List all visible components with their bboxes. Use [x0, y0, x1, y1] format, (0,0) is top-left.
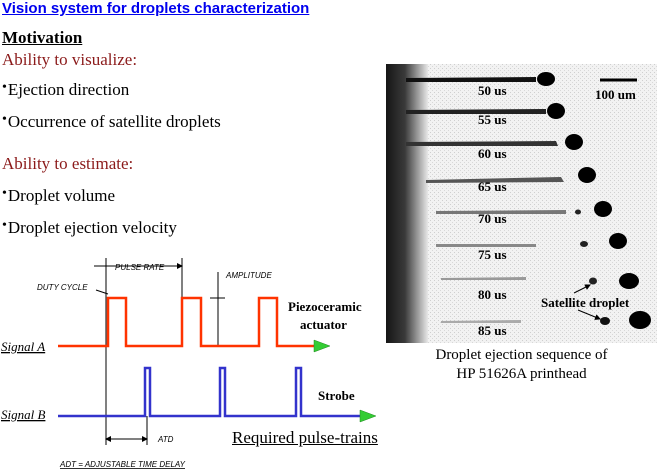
photo-caption: Droplet ejection sequence of HP 51626A p…	[386, 346, 657, 384]
bullet-icon: •	[2, 218, 7, 233]
droplet-tail	[406, 109, 546, 114]
piezo-label-line1: Piezoceramic	[288, 299, 362, 314]
pulse-rate-label: PULSE RATE	[115, 263, 165, 272]
satellite-droplet	[600, 317, 610, 325]
adt-note: ADT = ADJUSTABLE TIME DELAY	[59, 460, 186, 469]
signal-b-arrow-icon	[359, 409, 377, 423]
caption-line2: HP 51626A printhead	[456, 366, 587, 382]
bullet-text: Droplet volume	[7, 186, 116, 205]
droplet-tail	[406, 77, 536, 82]
time-label: 85 us	[478, 323, 507, 338]
droplet-photo: 100 um 50 us 55 us 60 us 65 us 70 us 75 …	[386, 64, 657, 343]
bullet-icon: •	[2, 186, 7, 201]
motivation-heading: Motivation	[2, 28, 83, 47]
droplet	[537, 72, 555, 86]
time-label: 65 us	[478, 179, 507, 194]
scale-label: 100 um	[595, 87, 636, 102]
bullet-ejection-velocity: •Droplet ejection velocity	[2, 218, 177, 238]
piezo-label-line2: actuator	[300, 317, 347, 332]
time-label: 75 us	[478, 247, 507, 262]
page-title[interactable]: Vision system for droplets characterizat…	[2, 0, 310, 17]
duty-cycle-label: DUTY CYCLE	[37, 283, 88, 292]
estimate-heading: Ability to estimate:	[2, 154, 134, 173]
printhead-nozzle-edge	[386, 64, 428, 343]
time-label: 55 us	[478, 112, 507, 127]
droplet-tail	[406, 141, 558, 146]
satellite-droplet	[575, 209, 581, 215]
droplet	[594, 201, 612, 217]
bullet-icon: •	[2, 80, 7, 95]
amplitude-label: AMPLITUDE	[225, 271, 272, 280]
droplet	[547, 103, 565, 119]
time-label: 80 us	[478, 287, 507, 302]
bullet-droplet-volume: •Droplet volume	[2, 186, 115, 206]
signal-b-waveform	[58, 366, 364, 418]
satellite-label: Satellite droplet	[541, 295, 630, 310]
atd-label: ATD	[157, 435, 174, 444]
signal-a-arrow-icon	[313, 339, 331, 353]
droplet	[565, 134, 583, 150]
visualize-heading: Ability to visualize:	[2, 50, 138, 69]
droplet-tail	[441, 320, 521, 323]
droplet-tail	[441, 277, 526, 280]
time-label: 70 us	[478, 211, 507, 226]
signal-a-label: Signal A	[1, 339, 45, 354]
bullet-icon: •	[2, 112, 7, 127]
pulse-train-diagram: PULSE RATE DUTY CYCLE AMPLITUDE Signal A…	[1, 258, 377, 469]
required-pulse-trains-caption: Required pulse-trains	[232, 428, 378, 447]
time-label: 60 us	[478, 146, 507, 161]
bullet-satellite-occurrence: •Occurrence of satellite droplets	[2, 112, 221, 132]
caption-line1: Droplet ejection sequence of	[435, 347, 608, 363]
bullet-text: Ejection direction	[7, 80, 130, 99]
bullet-text: Droplet ejection velocity	[7, 218, 177, 237]
strobe-label: Strobe	[318, 388, 355, 403]
bullet-text: Occurrence of satellite droplets	[7, 112, 221, 131]
droplet	[629, 311, 651, 329]
duty-cycle-leader	[95, 289, 109, 295]
satellite-arrow	[577, 309, 601, 320]
droplet	[619, 273, 639, 289]
time-label: 50 us	[478, 83, 507, 98]
satellite-droplet	[589, 277, 597, 285]
droplet-tail	[436, 244, 536, 247]
bullet-ejection-direction: •Ejection direction	[2, 80, 129, 100]
signal-b-label: Signal B	[1, 407, 45, 422]
signal-a-waveform	[58, 296, 318, 348]
satellite-arrow	[573, 284, 591, 294]
satellite-droplet	[580, 241, 588, 247]
droplet-tail	[436, 210, 566, 214]
droplet	[609, 233, 627, 249]
droplet	[578, 167, 596, 183]
droplet-tail	[426, 177, 564, 183]
